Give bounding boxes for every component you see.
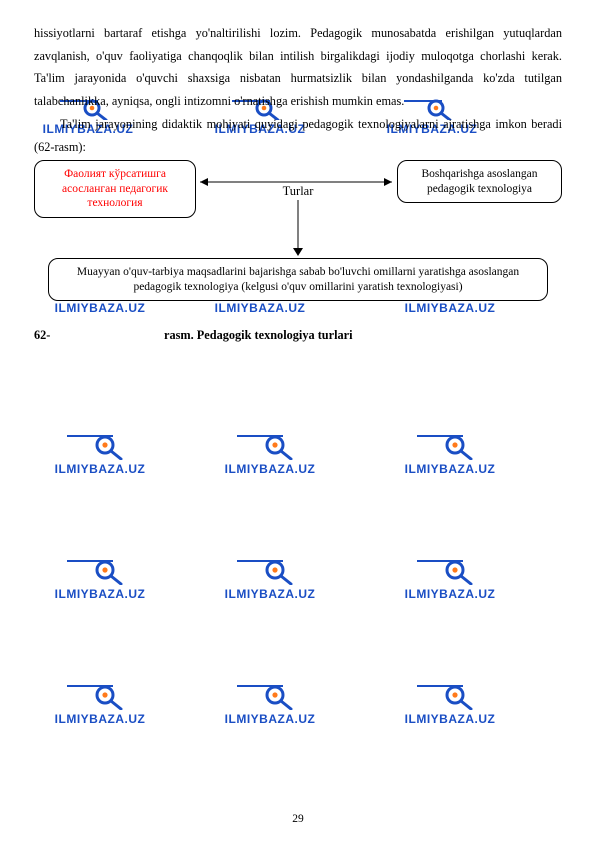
page-number: 29 <box>292 813 304 825</box>
watermark-logo: ILMIYBAZA.UZ <box>390 555 510 601</box>
diagram-box-bottom: Muayyan o'quv-tarbiya maqsadlarini bajar… <box>48 258 548 301</box>
watermark-text: ILMIYBAZA.UZ <box>390 712 510 726</box>
watermark-text: ILMIYBAZA.UZ <box>40 462 160 476</box>
content: hissiyotlarni bartaraf etishga yo'naltir… <box>34 22 562 343</box>
watermark-text: ILMIYBAZA.UZ <box>390 462 510 476</box>
watermark-text: ILMIYBAZA.UZ <box>210 712 330 726</box>
paragraph-1: hissiyotlarni bartaraf etishga yo'naltir… <box>34 22 562 113</box>
diagram-box-left: Фаолият кўрсатишга асосланган педагогик … <box>34 160 196 217</box>
watermark-logo: ILMIYBAZA.UZ <box>390 430 510 476</box>
watermark-logo: ILMIYBAZA.UZ <box>40 680 160 726</box>
diagram: Фаолият кўрсатишга асосланган педагогик … <box>34 160 562 310</box>
diagram-box-right: Boshqarishga asoslangan pedagogik texnol… <box>397 160 562 203</box>
watermark-text: ILMIYBAZA.UZ <box>390 587 510 601</box>
figure-number: 62- <box>34 328 164 343</box>
watermark-logo: ILMIYBAZA.UZ <box>210 680 330 726</box>
figure-title: rasm. Pedagogik texnologiya turlari <box>164 328 353 342</box>
watermark-logo: ILMIYBAZA.UZ <box>40 430 160 476</box>
watermark-text: ILMIYBAZA.UZ <box>40 712 160 726</box>
watermark-logo: ILMIYBAZA.UZ <box>210 430 330 476</box>
watermark-text: ILMIYBAZA.UZ <box>210 587 330 601</box>
paragraph-2: Ta'lim jarayonining didaktik mohiyati qu… <box>34 113 562 158</box>
watermark-logo: ILMIYBAZA.UZ <box>210 555 330 601</box>
watermark-text: ILMIYBAZA.UZ <box>40 587 160 601</box>
diagram-center-label: Turlar <box>283 184 314 199</box>
figure-caption: 62-rasm. Pedagogik texnologiya turlari <box>34 328 562 343</box>
watermark-logo: ILMIYBAZA.UZ <box>40 555 160 601</box>
watermark-logo: ILMIYBAZA.UZ <box>390 680 510 726</box>
page: ILMIYBAZA.UZ ILMIYBAZA.UZ ILMIYBAZA.UZ I… <box>0 0 596 843</box>
watermark-text: ILMIYBAZA.UZ <box>210 462 330 476</box>
